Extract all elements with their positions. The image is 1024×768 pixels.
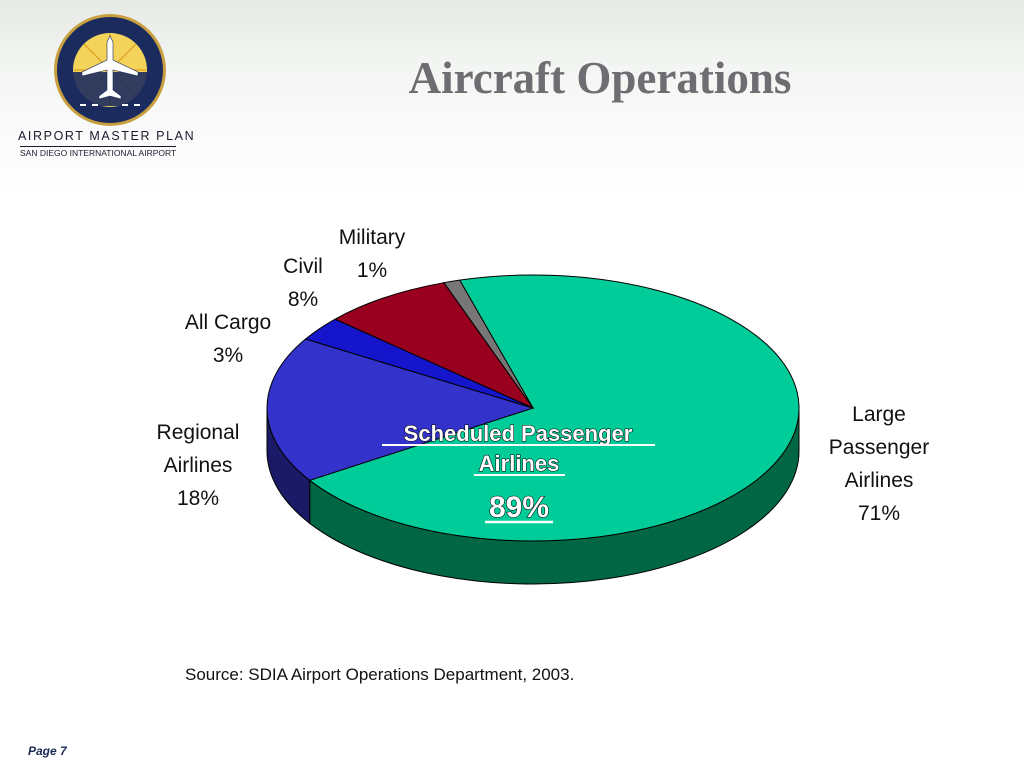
label-military: Military 1% <box>339 226 406 282</box>
label-civil-value: 8% <box>288 288 318 311</box>
label-regional: Regional Airlines 18% <box>157 421 240 510</box>
label-large-passenger: Large Passenger Airlines 71% <box>829 403 929 525</box>
label-military-line1: Military <box>339 226 406 249</box>
page-number: Page 7 <box>28 744 67 758</box>
header-background <box>0 0 1024 200</box>
plan-subtitle: SAN DIEGO INTERNATIONAL AIRPORT <box>20 146 177 158</box>
label-civil-line1: Civil <box>283 255 323 278</box>
pie-slice-large-passenger-airlines <box>308 274 800 542</box>
group-label-value: 89% <box>489 491 549 524</box>
group-label-line1: Scheduled Passenger <box>404 421 633 446</box>
label-regional-value: 18% <box>177 487 219 510</box>
authority-seal-icon <box>54 14 166 126</box>
label-regional-line1: Regional <box>157 421 240 444</box>
label-large-line3: Airlines <box>845 469 914 492</box>
pie-slice-civil <box>333 282 535 410</box>
pie-slice-regional-airlines <box>266 338 535 481</box>
plan-title: AIRPORT MASTER PLAN <box>18 129 196 143</box>
pie-slice-military <box>443 279 534 409</box>
authority-logo: AIRPORT MASTER PLAN SAN DIEGO INTERNATIO… <box>14 12 204 162</box>
label-cargo-value: 3% <box>213 344 243 367</box>
label-regional-line2: Airlines <box>164 454 233 477</box>
group-annotation-scheduled-passenger: Scheduled Passenger Airlines 89% <box>382 420 655 525</box>
group-label-line2: Airlines <box>479 451 560 476</box>
label-all-cargo: All Cargo 3% <box>185 311 271 367</box>
label-large-value: 71% <box>858 502 900 525</box>
page-title: Aircraft Operations <box>408 53 792 103</box>
pie-top <box>266 274 800 542</box>
source-note: Source: SDIA Airport Operations Departme… <box>185 665 575 684</box>
label-cargo-line1: All Cargo <box>185 311 271 334</box>
label-large-line2: Passenger <box>829 436 929 459</box>
label-civil: Civil 8% <box>283 255 323 311</box>
label-military-value: 1% <box>357 259 387 282</box>
label-large-line1: Large <box>852 403 906 426</box>
